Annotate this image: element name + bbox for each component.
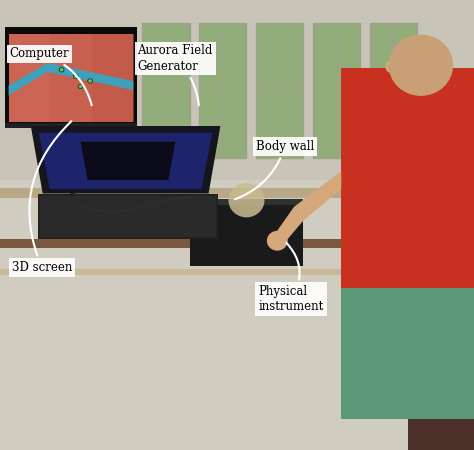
Bar	[199, 22, 246, 158]
Circle shape	[228, 183, 264, 217]
Bar	[9, 34, 50, 122]
Text: Computer: Computer	[9, 48, 92, 105]
Bar	[0, 239, 408, 248]
Bar	[5, 123, 137, 128]
Bar	[0, 232, 379, 243]
Circle shape	[88, 79, 92, 83]
Bar	[370, 22, 417, 158]
Bar	[0, 232, 379, 270]
Bar	[190, 199, 303, 205]
Bar	[0, 180, 379, 234]
Bar	[142, 22, 190, 158]
Bar	[256, 89, 303, 90]
Polygon shape	[275, 171, 341, 243]
Circle shape	[59, 67, 64, 72]
Bar	[38, 194, 218, 238]
Bar	[166, 22, 167, 158]
Bar	[411, 45, 429, 70]
Bar	[313, 89, 360, 90]
Circle shape	[73, 74, 79, 79]
Bar	[0, 180, 408, 450]
Bar	[50, 34, 92, 122]
Bar	[223, 22, 224, 158]
Text: 3D screen: 3D screen	[12, 121, 72, 274]
Circle shape	[79, 85, 82, 88]
Circle shape	[385, 60, 400, 73]
Circle shape	[60, 68, 64, 72]
Circle shape	[78, 84, 83, 89]
Circle shape	[87, 78, 93, 84]
Polygon shape	[9, 63, 133, 95]
Circle shape	[74, 75, 78, 78]
Bar	[313, 22, 360, 158]
Polygon shape	[81, 142, 175, 180]
Bar	[0, 0, 474, 279]
Circle shape	[389, 35, 453, 96]
Bar	[40, 196, 216, 237]
Bar	[142, 89, 190, 90]
Bar	[5, 27, 137, 126]
Bar	[393, 22, 395, 158]
Bar	[142, 22, 190, 158]
Text: Physical
instrument: Physical instrument	[258, 243, 324, 313]
Bar	[256, 22, 303, 158]
Bar	[280, 22, 281, 158]
Bar	[92, 34, 134, 122]
Circle shape	[389, 35, 453, 96]
Bar	[341, 68, 474, 292]
Bar	[370, 89, 417, 90]
Bar	[256, 22, 303, 158]
Bar	[313, 22, 360, 158]
Text: Body wall: Body wall	[235, 140, 314, 199]
Bar	[190, 201, 303, 266]
Bar	[9, 34, 133, 122]
Circle shape	[267, 231, 288, 251]
Bar	[341, 288, 474, 418]
Bar	[337, 22, 338, 158]
Bar	[199, 89, 246, 90]
Polygon shape	[31, 126, 220, 194]
Bar	[0, 188, 408, 198]
Bar	[70, 126, 75, 198]
Text: Aurora Field
Generator: Aurora Field Generator	[137, 45, 213, 105]
Bar	[0, 405, 474, 450]
Polygon shape	[39, 133, 212, 189]
Bar	[199, 22, 246, 158]
Bar	[370, 22, 417, 158]
Bar	[0, 269, 379, 275]
